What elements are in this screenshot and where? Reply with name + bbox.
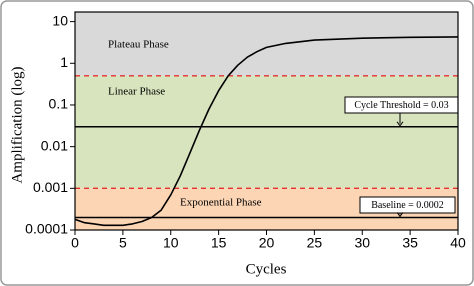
phase-label: Exponential Phase	[180, 197, 262, 209]
x-tick-label: 30	[354, 235, 370, 251]
x-tick-label: 15	[211, 235, 227, 251]
y-axis-title: Amplification (log)	[9, 66, 25, 183]
y-tick-label: 0.0001	[25, 221, 68, 237]
amplification-curve	[74, 36, 459, 227]
y-tick-label: 0.001	[33, 179, 68, 195]
phase-region	[75, 12, 458, 76]
x-tick-label: 40	[450, 235, 466, 251]
x-tick-label: 20	[259, 235, 275, 251]
phase-label: Plateau Phase	[108, 39, 169, 51]
x-axis-title: Cycles	[246, 261, 287, 277]
callout-arrowhead	[396, 121, 404, 127]
y-tick-label: 0.1	[49, 96, 69, 112]
x-tick-label: 10	[163, 235, 179, 251]
y-tick-label: 10	[52, 12, 68, 28]
phase-label: Linear Phase	[108, 86, 165, 98]
x-tick-label: 5	[119, 235, 127, 251]
x-tick-label: 25	[307, 235, 323, 251]
callout-label: Cycle Threshold = 0.03	[354, 100, 448, 111]
callout-label: Baseline = 0.0002	[371, 200, 444, 211]
x-tick-label: 35	[402, 235, 418, 251]
callout-box	[359, 196, 456, 214]
callout-arrowhead	[396, 212, 404, 218]
y-tick-label: 1	[60, 54, 68, 70]
y-tick-label: 0.01	[41, 137, 68, 153]
phase-region	[75, 75, 458, 189]
x-tick-label: 0	[71, 235, 79, 251]
